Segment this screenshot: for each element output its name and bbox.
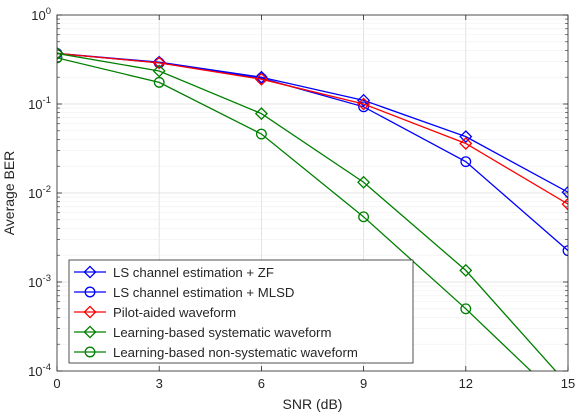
y-tick-label: 10-1 (28, 95, 51, 112)
legend-item: Learning-based non-systematic waveform (74, 345, 358, 360)
data-point-marker (357, 93, 371, 107)
y-tick-label-base: 10 (28, 186, 42, 201)
x-tick-label: 9 (360, 376, 367, 391)
data-point-marker (459, 136, 473, 151)
y-tick-label-base: 10 (28, 364, 42, 379)
data-point-marker (357, 97, 371, 111)
y-tick-label-exponent: -2 (43, 184, 51, 195)
x-tick-label: 0 (53, 376, 60, 391)
data-point-marker (459, 130, 473, 144)
legend-label: LS channel estimation + MLSD (113, 285, 294, 300)
data-point-marker (460, 156, 472, 168)
y-tick-label: 10-3 (28, 273, 51, 290)
y-tick-label-exponent: -3 (43, 273, 51, 284)
data-point-marker (254, 107, 268, 121)
data-point-marker (357, 175, 371, 189)
data-point-marker (153, 76, 165, 88)
y-axis-label: Average BER (1, 151, 17, 236)
legend-item: LS channel estimation + ZF (74, 265, 274, 280)
series-group (57, 52, 532, 371)
data-point-marker (152, 64, 166, 78)
x-tick-label: 15 (561, 376, 575, 391)
x-tick-label: 6 (258, 376, 265, 391)
data-point-marker (152, 56, 166, 70)
series-line (57, 52, 557, 371)
x-tick-label: 12 (459, 376, 473, 391)
legend-label: LS channel estimation + ZF (113, 265, 274, 280)
legend: LS channel estimation + ZF LS channel est… (68, 259, 414, 364)
x-tick-label: 3 (156, 376, 163, 391)
legend-label: Learning-based systematic waveform (113, 325, 331, 340)
data-point-marker (561, 185, 568, 199)
legend-label: Learning-based non-systematic waveform (113, 345, 358, 360)
legend-marker (83, 305, 97, 319)
series-line (57, 57, 532, 371)
data-point-marker (57, 46, 64, 60)
legend-marker (83, 325, 97, 339)
y-tick-label-exponent: 0 (46, 6, 51, 17)
series-line (57, 52, 568, 205)
legend-item: LS channel estimation + MLSD (74, 285, 294, 300)
series-group (57, 46, 557, 371)
y-tick-label: 10-2 (28, 184, 51, 201)
data-point-marker (255, 128, 267, 140)
data-point-marker (561, 197, 568, 211)
data-point-marker (254, 72, 268, 86)
y-tick-label-exponent: -4 (43, 362, 51, 373)
data-point-marker (358, 211, 370, 223)
series-layer (57, 46, 568, 371)
y-tick-label: 100 (31, 6, 51, 23)
legend-marker (84, 286, 96, 298)
legend-box (68, 259, 414, 364)
legend-label: Pilot-aided waveform (113, 305, 236, 320)
data-point-marker (459, 263, 473, 277)
data-point-marker (562, 245, 568, 257)
legend-marker (84, 346, 96, 358)
x-axis-label: SNR (dB) (283, 396, 343, 412)
data-point-marker (358, 101, 370, 113)
data-point-marker (460, 303, 472, 315)
y-tick-label-base: 10 (31, 8, 45, 23)
y-tick-label-base: 10 (28, 275, 42, 290)
legend-marker (83, 265, 97, 279)
y-tick-label: 10-4 (28, 362, 51, 379)
y-tick-label-base: 10 (28, 97, 42, 112)
y-tick-label-exponent: -1 (43, 95, 51, 106)
legend-item: Pilot-aided waveform (74, 305, 236, 320)
legend-item: Learning-based systematic waveform (74, 325, 331, 340)
